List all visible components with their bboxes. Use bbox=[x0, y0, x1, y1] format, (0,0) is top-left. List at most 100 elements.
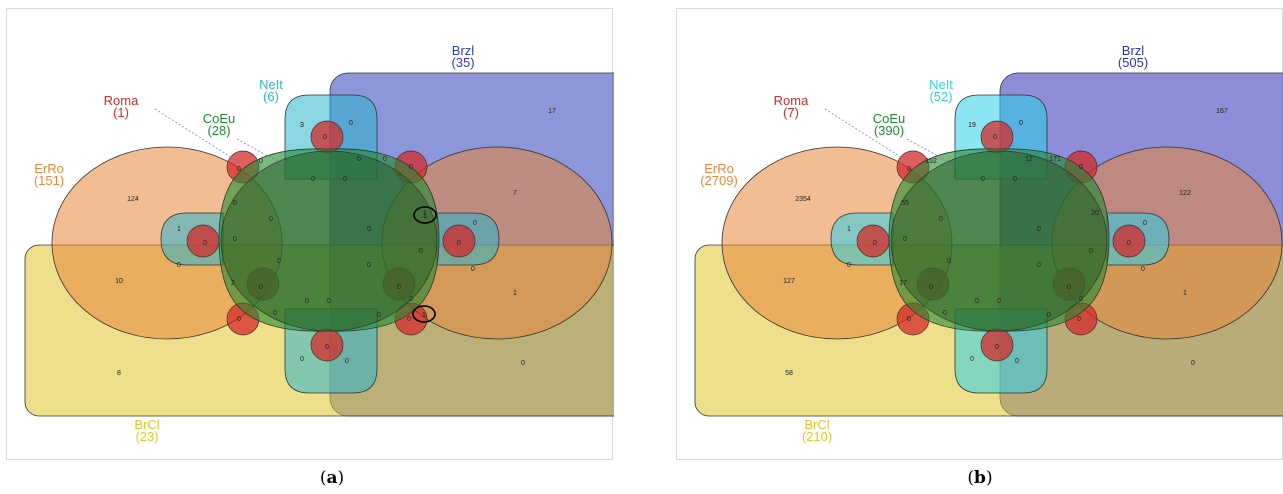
count-center-2: 0 bbox=[1037, 226, 1041, 233]
set-label-brzl: Brzl bbox=[1122, 43, 1145, 58]
set-total-brcl: (23) bbox=[135, 429, 158, 444]
set-total-brzl: (505) bbox=[1118, 55, 1148, 70]
highlight-circle bbox=[412, 305, 436, 323]
count-roma-6: 0 bbox=[457, 240, 461, 247]
count-left-lobe: 1 bbox=[847, 226, 851, 233]
count-center-7: 0 bbox=[327, 298, 331, 305]
count-ring-1: 152 bbox=[925, 158, 937, 165]
set-label-coeu: CoEu bbox=[873, 111, 906, 126]
count-circled-1: 1 bbox=[423, 212, 427, 220]
count-center-8: 0 bbox=[975, 298, 979, 305]
count-ring-5: 0 bbox=[383, 156, 387, 163]
count-roma-10: 0 bbox=[1067, 284, 1071, 291]
set-total-brcl: (210) bbox=[802, 429, 832, 444]
count-center-8: 0 bbox=[305, 298, 309, 305]
count-erro-only: 124 bbox=[127, 196, 139, 203]
count-roma-8: 0 bbox=[995, 344, 999, 351]
count-brcl-only: 58 bbox=[785, 370, 793, 377]
count-ring-10: 0 bbox=[1047, 312, 1051, 319]
count-neit-top: 3 bbox=[300, 122, 304, 129]
count-erro-only: 2354 bbox=[795, 196, 811, 203]
count-ring-6: 2 bbox=[231, 280, 235, 287]
count-neit-bottom: 0 bbox=[300, 356, 304, 363]
set-roma-lobe bbox=[310, 120, 344, 154]
count-neit-bottom-brzl: 0 bbox=[345, 358, 349, 365]
count-ring-4: 0 bbox=[357, 156, 361, 163]
count-center-3: 0 bbox=[277, 258, 281, 265]
count-roma-4: 0 bbox=[407, 316, 411, 323]
set-label-brcl: BrCl bbox=[804, 417, 829, 432]
count-brcl-only: 8 bbox=[117, 370, 121, 377]
count-brcl-brzl-right: 1 bbox=[1183, 290, 1187, 297]
count-ring-6: 17 bbox=[899, 280, 907, 287]
caption-b: (b) bbox=[967, 468, 993, 488]
coeu-core-region bbox=[220, 150, 438, 332]
caption-a: (a) bbox=[319, 468, 345, 488]
count-neit-top-brzl: 0 bbox=[349, 120, 353, 127]
set-total-neit: (52) bbox=[929, 89, 952, 104]
count-roma-4: 0 bbox=[1077, 316, 1081, 323]
set-label-coeu: CoEu bbox=[203, 111, 236, 126]
set-roma-lobe bbox=[442, 224, 476, 258]
set-label-brzl: Brzl bbox=[452, 43, 475, 58]
set-label-roma: Roma bbox=[774, 93, 809, 108]
count-roma-2: 0 bbox=[1079, 164, 1083, 171]
venn-panel-a: Brzl (35) NeIt (6) Roma (1) CoEu (28) ErRo (151) B… bbox=[6, 8, 614, 460]
count-center-5: 0 bbox=[343, 176, 347, 183]
count-roma-5: 0 bbox=[873, 240, 877, 247]
count-ring-2: 0 bbox=[233, 200, 237, 207]
venn-diagram-a: Brzl(35) NeIt(6) Roma(1) CoEu(28) ErRo(151) B… bbox=[24, 43, 614, 444]
count-brzl-brcl-bottom: 0 bbox=[1191, 360, 1195, 367]
count-center-1: 0 bbox=[269, 216, 273, 223]
count-ring-8: 0 bbox=[409, 296, 413, 303]
set-roma-lobe bbox=[980, 120, 1014, 154]
count-roma-7: 0 bbox=[993, 134, 997, 141]
count-roma-3: 0 bbox=[237, 316, 241, 323]
count-center-9: 0 bbox=[903, 236, 907, 243]
roma-leader-line bbox=[154, 108, 238, 162]
set-roma-lobe bbox=[1112, 224, 1146, 258]
set-total-erro: (151) bbox=[34, 173, 64, 188]
coeu-core-region bbox=[890, 150, 1108, 332]
count-ring-8: 0 bbox=[1079, 296, 1083, 303]
count-roma-6: 0 bbox=[1127, 240, 1131, 247]
count-center-1: 0 bbox=[939, 216, 943, 223]
set-label-neit: NeIt bbox=[259, 77, 283, 92]
count-neit-bottom: 0 bbox=[970, 356, 974, 363]
count-left-lobe-lower: 0 bbox=[177, 262, 181, 269]
count-erro-brzl-right: 7 bbox=[513, 190, 517, 197]
count-ring-1: 0 bbox=[259, 158, 263, 165]
set-total-coeu: (28) bbox=[207, 123, 230, 138]
venn-diagram-b: Brzl(505) NeIt(52) Roma(7) CoEu(390) ErRo(27… bbox=[694, 43, 1283, 444]
count-circled-2: 1 bbox=[422, 311, 426, 319]
set-total-roma: (7) bbox=[783, 105, 799, 120]
set-label-roma: Roma bbox=[104, 93, 139, 108]
count-roma-10: 0 bbox=[397, 284, 401, 291]
count-ring-3: 20 bbox=[1091, 210, 1099, 217]
count-ring-5: 171 bbox=[1049, 156, 1061, 163]
count-ring-3: 1 bbox=[423, 210, 427, 217]
set-label-erro: ErRo bbox=[704, 161, 734, 176]
set-total-coeu: (390) bbox=[874, 123, 904, 138]
count-roma-8: 0 bbox=[325, 344, 329, 351]
count-center-9: 0 bbox=[233, 236, 237, 243]
venn-panel-b: Brzl (505) NeIt (52) Roma (7) CoEu (390) ErRo (27… bbox=[676, 8, 1283, 460]
count-roma-3: 0 bbox=[907, 316, 911, 323]
count-center-6: 0 bbox=[311, 176, 315, 183]
count-roma-7: 0 bbox=[323, 134, 327, 141]
count-ring-9: 0 bbox=[273, 310, 277, 317]
count-ring-4: 12 bbox=[1025, 156, 1033, 163]
count-left-lobe: 1 bbox=[177, 226, 181, 233]
count-erro-brcl: 10 bbox=[115, 278, 123, 285]
set-label-erro: ErRo bbox=[34, 161, 64, 176]
count-erro-brcl: 127 bbox=[783, 278, 795, 285]
count-ring-2: 55 bbox=[901, 200, 909, 207]
highlight-circle bbox=[413, 206, 437, 224]
count-neit-top-brzl: 0 bbox=[1019, 120, 1023, 127]
count-roma-9: 0 bbox=[929, 284, 933, 291]
count-ring-10: 0 bbox=[377, 312, 381, 319]
count-roma-1: 0 bbox=[907, 166, 911, 173]
count-center-7: 0 bbox=[997, 298, 1001, 305]
count-neit-bottom-brzl: 0 bbox=[1015, 358, 1019, 365]
count-right-lobe: 0 bbox=[473, 220, 477, 227]
